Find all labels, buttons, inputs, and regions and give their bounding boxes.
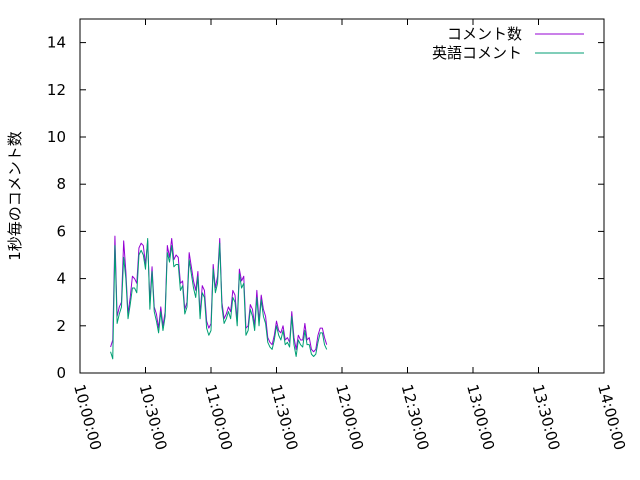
x-tick-label: 10:00:00: [70, 382, 105, 452]
y-axis-label: 1秒毎のコメント数: [6, 131, 24, 261]
y-tick-label: 12: [47, 81, 66, 99]
x-tick-label: 10:30:00: [136, 382, 171, 452]
plot-area: [79, 18, 605, 374]
x-tick-label: 14:00:00: [594, 382, 629, 452]
legend-label: コメント数: [447, 25, 522, 43]
y-tick-label: 10: [47, 128, 66, 146]
y-tick-label: 0: [56, 364, 66, 382]
y-tick-label: 14: [47, 34, 66, 52]
series-layer: [110, 235, 328, 360]
y-tick-label: 6: [56, 222, 66, 240]
x-tick-label: 12:30:00: [398, 382, 433, 452]
y-tick-label: 8: [56, 175, 66, 193]
x-tick-label: 11:30:00: [267, 382, 302, 452]
legend-label: 英語コメント: [432, 44, 522, 62]
x-tick-label: 13:00:00: [463, 382, 498, 452]
y-tick-label: 2: [56, 317, 66, 335]
x-tick-label: 12:00:00: [332, 382, 367, 452]
y-tick-label: 4: [56, 270, 66, 288]
x-tick-label: 13:30:00: [529, 382, 564, 452]
x-axis: 10:00:00 10:30:00 11:00:00 11:30:00 12:00:00…: [70, 19, 629, 452]
y-axis: 0 2 4 6 8 10 12 14: [47, 34, 604, 382]
x-tick-label: 11:00:00: [201, 382, 236, 452]
series-line-2: [110, 237, 328, 360]
